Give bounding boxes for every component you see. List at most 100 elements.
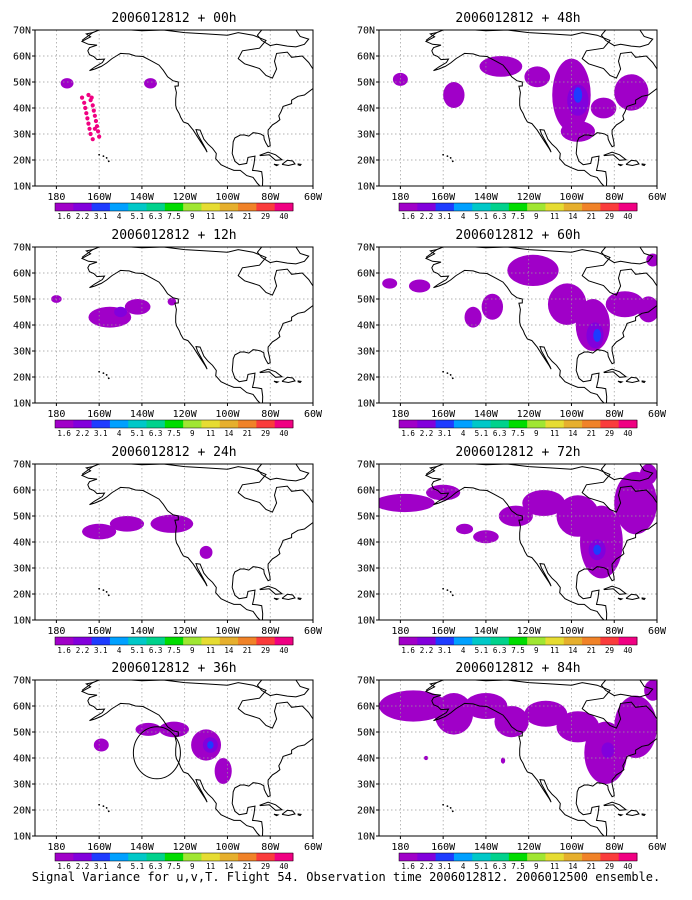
colorbar-swatch bbox=[73, 420, 93, 428]
x-tick-label: 160W bbox=[87, 192, 112, 203]
coastline bbox=[80, 32, 275, 186]
colorbar-swatch bbox=[73, 203, 93, 211]
island-outline bbox=[446, 155, 449, 158]
colorbar-label: 7.5 bbox=[167, 429, 181, 438]
colorbar-label: 29 bbox=[261, 862, 270, 871]
x-tick-label: 180 bbox=[47, 626, 65, 637]
colorbar-label: 4 bbox=[117, 862, 122, 871]
x-tick-label: 180 bbox=[391, 409, 409, 420]
colorbar-swatch bbox=[563, 637, 583, 645]
colorbar-swatch bbox=[201, 420, 221, 428]
variance-region bbox=[605, 291, 645, 318]
map-background bbox=[35, 247, 313, 403]
coastline bbox=[256, 247, 310, 265]
panel-title: 2006012812 + 12h bbox=[111, 228, 236, 243]
variance-region bbox=[614, 471, 657, 535]
x-tick-label: 140W bbox=[474, 626, 499, 637]
colorbar-swatch bbox=[274, 637, 294, 645]
colorbar-frame bbox=[54, 852, 294, 862]
colorbar-swatch bbox=[600, 203, 620, 211]
x-tick-label: 160W bbox=[431, 192, 456, 203]
x-tick-label: 60W bbox=[304, 192, 323, 203]
colorbar-swatch bbox=[600, 420, 620, 428]
island-outline bbox=[259, 368, 284, 378]
y-tick-label: 20N bbox=[13, 156, 31, 167]
colorbar-swatch bbox=[183, 203, 202, 211]
colorbar-label: 4 bbox=[461, 862, 466, 871]
colorbar-label: 21 bbox=[587, 646, 596, 655]
island-outline bbox=[451, 594, 454, 597]
island-outline bbox=[442, 370, 445, 373]
colorbar-label: 1.6 bbox=[57, 429, 71, 438]
observation-point bbox=[79, 95, 85, 100]
island-outline bbox=[451, 810, 454, 813]
y-tick-label: 60N bbox=[13, 486, 31, 497]
observation-point bbox=[92, 126, 97, 131]
variance-region bbox=[481, 293, 504, 320]
colorbar-label: 14 bbox=[568, 429, 578, 438]
panel-title: 2006012812 + 24h bbox=[111, 445, 236, 460]
island-outline bbox=[449, 807, 452, 809]
colorbar-label: 40 bbox=[623, 429, 633, 438]
y-tick-label: 60N bbox=[13, 52, 31, 63]
y-tick-label: 30N bbox=[357, 347, 375, 358]
colorbar-label: 1.6 bbox=[401, 862, 415, 871]
colorbar-label: 11 bbox=[206, 429, 215, 438]
colorbar-swatch bbox=[563, 853, 583, 861]
colorbar-label: 11 bbox=[206, 646, 215, 655]
coastline bbox=[424, 249, 619, 403]
y-tick-label: 60N bbox=[357, 702, 375, 713]
island-outline bbox=[102, 589, 105, 591]
colorbar-swatch bbox=[472, 203, 492, 211]
colorbar-swatch bbox=[453, 637, 473, 645]
y-tick-label: 60N bbox=[357, 486, 375, 497]
colorbar-swatch bbox=[417, 853, 437, 861]
colorbar-frame bbox=[398, 419, 638, 429]
island-outline bbox=[617, 813, 624, 817]
colorbar-swatch bbox=[618, 420, 638, 428]
colorbar-label: 4 bbox=[117, 429, 122, 438]
y-tick-label: 70N bbox=[357, 26, 375, 37]
colorbar-swatch bbox=[256, 420, 276, 428]
colorbar-label: 1.6 bbox=[57, 212, 71, 221]
x-tick-label: 160W bbox=[431, 842, 456, 853]
colorbar-label: 6.3 bbox=[149, 862, 163, 871]
x-tick-label: 160W bbox=[87, 626, 112, 637]
variance-region bbox=[114, 306, 127, 318]
colorbar-swatch bbox=[183, 420, 202, 428]
x-tick-label: 100W bbox=[559, 626, 584, 637]
island-outline bbox=[297, 813, 302, 817]
colorbar-swatch bbox=[238, 637, 257, 645]
island-outline bbox=[259, 801, 284, 811]
colorbar-swatch bbox=[600, 853, 620, 861]
x-tick-label: 60W bbox=[304, 626, 323, 637]
x-tick-label: 180 bbox=[391, 192, 409, 203]
coastline bbox=[575, 88, 657, 186]
x-tick-label: 80W bbox=[605, 842, 624, 853]
coastline bbox=[81, 464, 313, 513]
coastline bbox=[231, 738, 313, 836]
coastline bbox=[80, 682, 275, 836]
island-outline bbox=[449, 591, 452, 593]
island-outline bbox=[603, 151, 628, 161]
island-outline bbox=[107, 594, 110, 597]
colorbar-label: 5.1 bbox=[131, 646, 145, 655]
colorbar-label: 14 bbox=[224, 646, 234, 655]
colorbar-label: 7.5 bbox=[511, 429, 525, 438]
coastline bbox=[80, 466, 275, 620]
colorbar-swatch bbox=[527, 853, 546, 861]
colorbar-label: 9 bbox=[190, 646, 195, 655]
x-tick-label: 80W bbox=[261, 192, 280, 203]
y-tick-label: 70N bbox=[357, 676, 375, 687]
colorbar-label: 7.5 bbox=[167, 212, 181, 221]
variance-region bbox=[479, 56, 523, 77]
colorbar-label: 11 bbox=[550, 212, 559, 221]
colorbar-frame bbox=[54, 419, 294, 429]
colorbar-swatch bbox=[201, 637, 221, 645]
map-panel: 2006012812 + 24h 180 160W 140W 120W 100W 80W 60… bbox=[13, 445, 323, 655]
variance-region bbox=[207, 741, 214, 749]
y-tick-label: 30N bbox=[357, 564, 375, 575]
colorbar-swatch bbox=[201, 203, 221, 211]
x-tick-label: 100W bbox=[559, 192, 584, 203]
x-tick-label: 160W bbox=[431, 626, 456, 637]
